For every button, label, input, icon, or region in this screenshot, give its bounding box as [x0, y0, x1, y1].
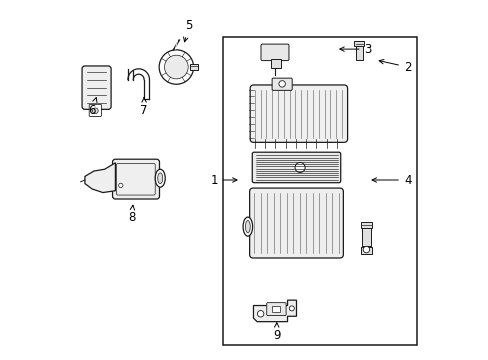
FancyBboxPatch shape	[250, 85, 347, 142]
Text: 7: 7	[140, 98, 147, 117]
FancyBboxPatch shape	[261, 44, 288, 60]
Circle shape	[289, 306, 294, 311]
Circle shape	[119, 183, 122, 188]
Circle shape	[278, 81, 285, 87]
FancyBboxPatch shape	[82, 66, 111, 109]
Circle shape	[363, 246, 369, 253]
Polygon shape	[85, 163, 115, 193]
Ellipse shape	[243, 217, 252, 236]
Circle shape	[294, 162, 305, 172]
FancyBboxPatch shape	[362, 226, 370, 246]
FancyBboxPatch shape	[112, 159, 159, 199]
Text: 8: 8	[127, 205, 135, 224]
Ellipse shape	[158, 173, 163, 184]
Text: 1: 1	[210, 174, 237, 186]
FancyBboxPatch shape	[249, 188, 343, 258]
FancyBboxPatch shape	[271, 59, 281, 68]
Circle shape	[257, 311, 264, 317]
FancyBboxPatch shape	[190, 64, 198, 70]
FancyBboxPatch shape	[89, 104, 101, 117]
FancyBboxPatch shape	[271, 78, 292, 90]
Circle shape	[92, 108, 98, 114]
Ellipse shape	[155, 169, 165, 187]
Circle shape	[164, 55, 188, 79]
Text: 9: 9	[272, 323, 280, 342]
FancyBboxPatch shape	[266, 303, 285, 316]
Text: 2: 2	[378, 59, 410, 73]
Text: 3: 3	[339, 42, 371, 55]
Text: 6: 6	[88, 98, 97, 117]
FancyBboxPatch shape	[252, 152, 340, 183]
Text: 5: 5	[183, 19, 192, 42]
Ellipse shape	[245, 220, 250, 233]
FancyBboxPatch shape	[360, 247, 371, 253]
Circle shape	[159, 50, 193, 84]
Text: 4: 4	[371, 174, 410, 186]
FancyBboxPatch shape	[360, 222, 371, 228]
Bar	[223, 37, 416, 345]
FancyBboxPatch shape	[353, 41, 364, 46]
FancyBboxPatch shape	[272, 306, 280, 312]
Polygon shape	[253, 300, 296, 321]
FancyBboxPatch shape	[355, 45, 362, 60]
